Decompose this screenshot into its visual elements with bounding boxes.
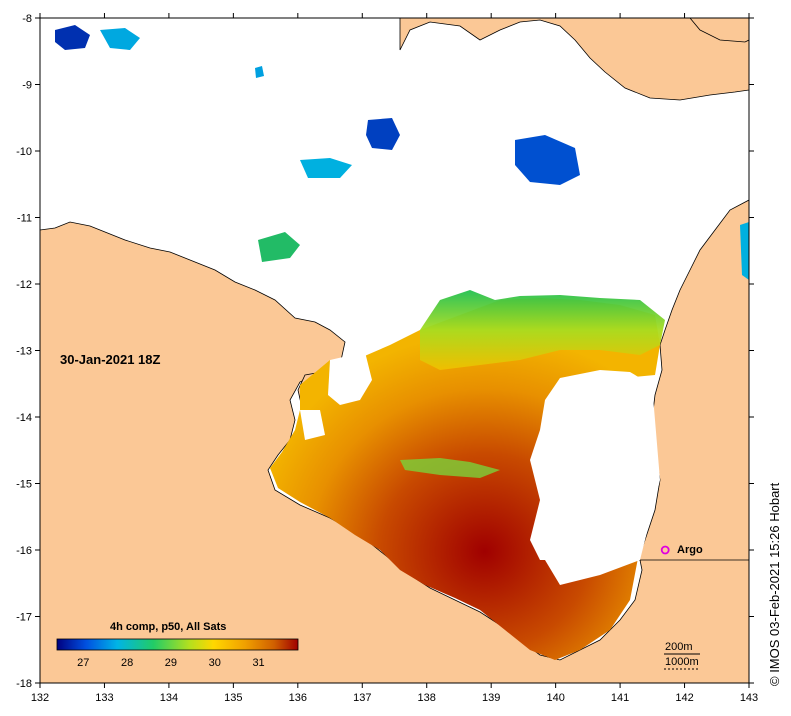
sst-field: [270, 290, 665, 660]
colorbar: [56, 638, 299, 651]
x-tick-label: 137: [353, 692, 371, 704]
y-tick-label: -15: [16, 479, 32, 491]
argo-dot[interactable]: [660, 545, 670, 555]
y-tick-label: -11: [17, 213, 32, 225]
y-tick-label: -13: [16, 346, 32, 358]
x-tick-label: 138: [418, 692, 436, 704]
legend-tick-label: 30: [209, 657, 221, 669]
colorbar-legend: 4h comp, p50, All Sats 27 28 29 30 31: [56, 621, 299, 669]
land-new-guinea: [399, 18, 749, 101]
plot-frame: [39, 17, 750, 684]
y-tick-label: -18: [16, 678, 32, 690]
x-tick-label: 134: [160, 692, 178, 704]
y-tick-label: -10: [16, 146, 32, 158]
date-label: 30-Jan-2021 18Z: [60, 352, 161, 367]
legend-title: 4h comp, p50, All Sats: [110, 621, 226, 633]
sst-cold-patches: [55, 25, 749, 280]
y-tick-label: -9: [22, 80, 32, 92]
y-tick-label: -17: [16, 612, 32, 624]
argo-label: Argo: [677, 544, 703, 556]
x-tick-label: 143: [740, 692, 758, 704]
x-tick-label: 140: [546, 692, 564, 704]
legend-tick-label: 27: [77, 657, 89, 669]
legend-ticks: 27 28 29 30 31: [77, 657, 265, 669]
y-tick-label: -14: [16, 412, 32, 424]
scale-label-200m: 200m: [665, 641, 693, 653]
x-tick-label: 139: [482, 692, 500, 704]
x-tick-label: 135: [224, 692, 242, 704]
x-axis: 132 133 134 135 136 137 138 139 140 141 142 143: [31, 13, 758, 704]
land-northern-territory: [40, 221, 749, 683]
legend-tick-label: 31: [252, 657, 264, 669]
scale-bar: 200m 1000m: [664, 641, 700, 670]
y-tick-label: -8: [22, 13, 32, 25]
x-tick-label: 142: [675, 692, 693, 704]
y-tick-label: -16: [16, 545, 32, 557]
x-tick-label: 136: [289, 692, 307, 704]
y-tick-label: -12: [16, 279, 32, 291]
x-tick-label: 133: [95, 692, 113, 704]
argo-marker[interactable]: Argo: [660, 544, 703, 556]
x-tick-label: 141: [611, 692, 629, 704]
land-new-guinea-east: [689, 18, 749, 43]
legend-tick-label: 28: [121, 657, 133, 669]
legend-tick-label: 29: [165, 657, 177, 669]
x-tick-label: 132: [31, 692, 49, 704]
credit-text: © IMOS 03-Feb-2021 15:26 Hobart: [767, 482, 782, 686]
scale-label-1000m: 1000m: [665, 656, 699, 668]
y-axis: -8 -9 -10 -11 -12 -13 -14 -15 -16 -17 -18: [16, 13, 754, 690]
